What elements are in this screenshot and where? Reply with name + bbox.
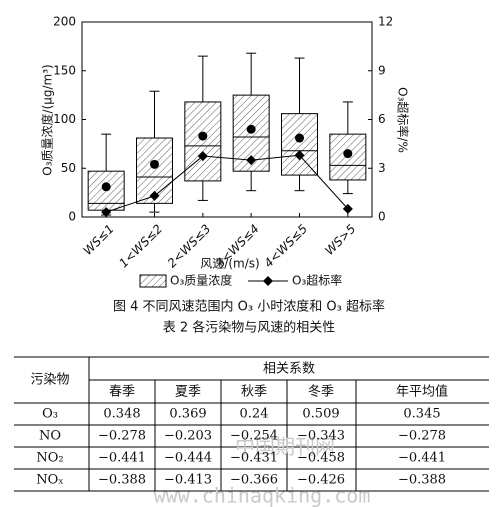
y-tick-label: 50 — [61, 161, 76, 175]
table-cell: 0.369 — [169, 407, 206, 422]
diamond-marker — [197, 151, 208, 162]
watermark: 中国期刊网 — [235, 435, 335, 459]
table-cell: −0.343 — [297, 429, 345, 444]
table-cell: −0.203 — [164, 429, 212, 444]
table-cell: −0.388 — [98, 473, 146, 488]
diamond-marker — [101, 207, 112, 218]
mean-marker — [343, 149, 353, 159]
box — [281, 113, 318, 176]
table-cell: −0.458 — [297, 451, 345, 466]
table-cell: −0.254 — [230, 429, 278, 444]
diamond-marker — [149, 190, 160, 201]
box — [184, 101, 222, 182]
legend-label: O₃质量浓度 — [170, 273, 232, 288]
x-tick-label: WS≤1 — [81, 222, 117, 258]
table-subheader: 秋季 — [241, 385, 267, 400]
x-axis-label: 风速/(m/s) — [200, 257, 259, 271]
table-cell: −0.444 — [164, 451, 212, 466]
table-cell: −0.426 — [297, 473, 345, 488]
y-tick-label: 200 — [53, 15, 76, 29]
y2-tick-label: 3 — [378, 161, 386, 175]
mean-marker — [150, 159, 159, 169]
table-cell: −0.431 — [230, 451, 278, 466]
table-cell: −0.413 — [164, 473, 212, 488]
table-subheader: 春季 — [109, 385, 135, 400]
table-cell: −0.366 — [230, 473, 278, 488]
legend-swatch — [139, 274, 167, 288]
y2-tick-label: 12 — [378, 15, 393, 29]
legend-diamond — [263, 276, 273, 286]
table-caption: 表 2 各污染物与风速的相关性 — [163, 320, 336, 336]
table-subheader: 夏季 — [175, 385, 201, 400]
y2-tick-label: 9 — [378, 63, 386, 77]
table-cell: −0.441 — [398, 451, 446, 466]
table-header: 污染物 — [30, 373, 69, 388]
x-tick-label: 1<WS≤2 — [116, 222, 165, 271]
mean-marker — [198, 131, 208, 141]
x-tick-label: 4<WS≤5 — [261, 222, 310, 271]
y2-tick-label: 0 — [378, 210, 386, 224]
mean-marker — [101, 182, 111, 192]
table-lines — [14, 356, 489, 492]
table-subheader: 冬季 — [308, 384, 334, 400]
mean-marker — [295, 133, 304, 143]
table-cell: −0.388 — [398, 473, 446, 488]
table-cell: −0.278 — [398, 429, 446, 444]
y2-tick-label: 6 — [378, 112, 386, 126]
table-subheader: 年平均值 — [396, 384, 448, 400]
table-cell: −0.441 — [98, 451, 146, 466]
watermark: www.chinaqking.com — [154, 484, 371, 507]
table-cell: 0.348 — [103, 407, 140, 422]
table-cell: NO₂ — [36, 451, 63, 466]
diamond-marker — [294, 150, 305, 161]
table-cell: O₃ — [42, 407, 58, 422]
y-tick-label: 100 — [53, 112, 76, 126]
diamond-marker — [246, 155, 257, 166]
table-header: 相关系数 — [263, 362, 315, 377]
figure-caption: 图 4 不同风速范围内 O₃ 小时浓度和 O₃ 超标率 — [113, 299, 385, 315]
table-cell: 0.24 — [240, 407, 269, 422]
table-cell: NO — [39, 429, 61, 444]
diamond-marker — [342, 203, 353, 214]
mean-marker — [246, 124, 256, 134]
x-tick-label: WS>5 — [322, 222, 358, 258]
table-cell: 0.509 — [302, 407, 339, 422]
table-cell: 0.345 — [403, 407, 440, 422]
table-cell: NOₓ — [36, 473, 64, 488]
line — [106, 154, 349, 213]
y-axis-label: O₃质量浓度/(μg/m³) — [40, 64, 55, 175]
y2-axis-label: O₃超标率/% — [396, 87, 411, 153]
table-cell: −0.278 — [98, 429, 146, 444]
y-tick-label: 0 — [68, 210, 76, 224]
legend-label: O₃超标率 — [292, 273, 342, 288]
y-tick-label: 150 — [53, 63, 76, 77]
